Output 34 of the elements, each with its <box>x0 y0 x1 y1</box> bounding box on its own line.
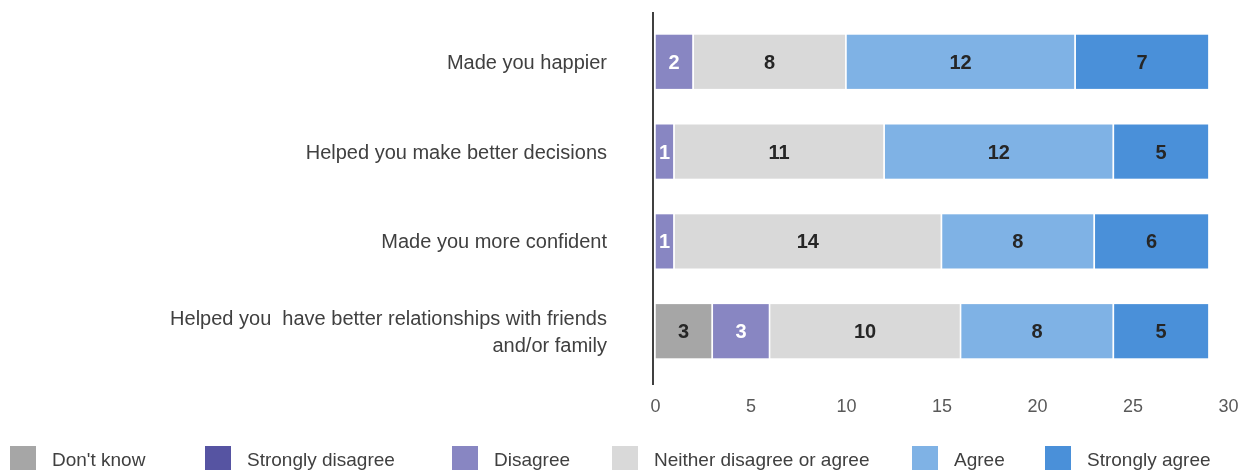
x-tick-label: 20 <box>1027 395 1048 416</box>
data-label: 1 <box>658 140 671 163</box>
legend-label: Neither disagree or agree <box>654 449 870 470</box>
legend-label: Disagree <box>494 449 571 470</box>
data-label: 2 <box>668 50 680 73</box>
data-label: 7 <box>1136 50 1148 73</box>
legend-label: Strongly agree <box>1087 449 1211 470</box>
x-tick-label: 25 <box>1122 395 1144 416</box>
data-label: 1 <box>658 230 671 253</box>
y-tick-label: Made you happier <box>446 50 608 73</box>
x-tick-label: 30 <box>1218 395 1239 416</box>
data-label: 5 <box>1155 140 1167 163</box>
data-label: 3 <box>735 320 747 343</box>
data-label: 12 <box>949 50 972 73</box>
data-label: 6 <box>1146 230 1158 253</box>
data-label: 5 <box>1155 320 1167 343</box>
data-label: 8 <box>764 50 776 73</box>
y-tick-label: Made you more confident <box>381 230 608 253</box>
legend-label: Strongly disagree <box>247 449 395 470</box>
legend-label: Agree <box>954 449 1005 470</box>
data-label: 10 <box>853 320 877 343</box>
data-label: 14 <box>796 230 820 253</box>
x-tick-label: 10 <box>836 395 857 416</box>
data-label: 8 <box>1031 320 1043 343</box>
x-tick-label: 5 <box>745 395 757 416</box>
y-tick-label: Helped you make better decisions <box>305 140 607 163</box>
legend-label: Don't know <box>52 449 146 470</box>
data-label: 3 <box>678 320 690 343</box>
data-label: 12 <box>987 140 1010 163</box>
x-tick-label: 15 <box>931 395 953 416</box>
data-label: 11 <box>768 140 790 163</box>
data-label: 8 <box>1012 230 1024 253</box>
y-tick-label: Helped you have better relationships with friends and/or family <box>170 306 607 356</box>
x-tick-label: 0 <box>650 395 661 416</box>
